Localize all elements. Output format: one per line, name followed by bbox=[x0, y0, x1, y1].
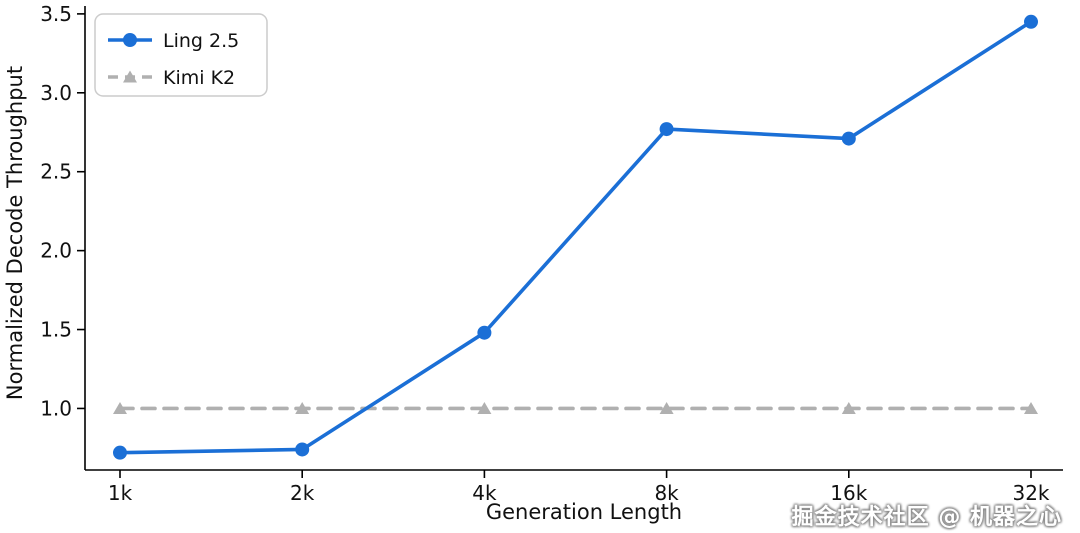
data-point-triangle bbox=[659, 401, 674, 414]
axes: 1.0 1.5 2.0 2.5 3.0 3.5 1k 2k 4k 8k 16k 32k Generati… bbox=[3, 2, 1063, 524]
data-point-circle bbox=[659, 122, 674, 137]
x-tick-label: 1k bbox=[108, 481, 133, 505]
data-point-triangle bbox=[113, 401, 127, 414]
x-tick-label: 4k bbox=[472, 481, 497, 505]
data-point-triangle bbox=[477, 401, 492, 414]
legend: Ling 2.5 Kimi K2 bbox=[94, 13, 268, 97]
y-axis-label: Normalized Decode Throughput bbox=[3, 66, 27, 400]
y-tick-label: 3.0 bbox=[40, 81, 72, 105]
y-tick-label: 3.5 bbox=[40, 2, 72, 26]
y-tick-label: 2.0 bbox=[40, 239, 72, 263]
x-axis-label: Generation Length bbox=[486, 500, 682, 524]
x-tick-label: 32k bbox=[1012, 481, 1049, 505]
data-point-triangle bbox=[295, 401, 310, 414]
y-tick-label: 1.5 bbox=[40, 318, 72, 342]
data-point-triangle bbox=[1024, 401, 1038, 414]
legend-label: Ling 2.5 bbox=[163, 30, 239, 52]
y-tick-label: 2.5 bbox=[40, 160, 72, 184]
legend-box bbox=[94, 13, 268, 97]
data-point-circle bbox=[1024, 14, 1038, 29]
legend-label: Kimi K2 bbox=[163, 67, 235, 89]
series-ling-2-5 bbox=[113, 14, 1038, 460]
data-point-circle bbox=[113, 445, 127, 460]
x-tick-label: 16k bbox=[830, 481, 867, 505]
data-point-circle bbox=[841, 131, 856, 146]
data-point-circle bbox=[295, 442, 310, 457]
y-tick-label: 1.0 bbox=[40, 396, 72, 420]
data-point-triangle bbox=[841, 401, 856, 414]
x-tick-label: 8k bbox=[654, 481, 679, 505]
data-point-circle bbox=[123, 33, 137, 47]
data-point-triangle bbox=[123, 70, 137, 83]
data-point-circle bbox=[477, 325, 492, 340]
x-tick-label: 2k bbox=[290, 481, 315, 505]
series-line bbox=[118, 19, 1033, 455]
series-kimi-k2 bbox=[113, 401, 1038, 414]
